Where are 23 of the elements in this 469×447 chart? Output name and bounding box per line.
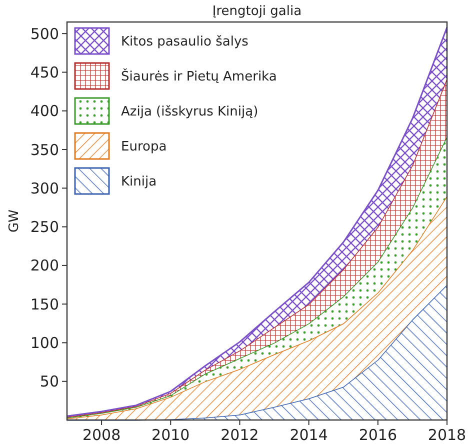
legend-label: Europa [121,140,167,155]
x-tick-label: 2018 [428,426,466,444]
x-tick-label: 2012 [220,426,259,444]
y-tick-label: 100 [30,334,59,352]
y-tick-label: 250 [30,218,59,236]
y-tick-label: 500 [30,24,59,43]
y-tick-label: 150 [30,295,59,314]
x-tick-label: 2010 [152,426,190,444]
y-tick-label: 400 [30,102,59,120]
y-axis-title: GW [7,209,22,232]
y-tick-label: 50 [40,372,59,391]
x-tick-label: 2016 [358,426,398,444]
chart-title: Įrengtoji galia [212,4,302,19]
legend-label: Kitos pasaulio šalys [121,34,249,50]
y-tick-label: 350 [30,140,59,159]
y-tick-label: 300 [30,179,59,198]
legend-label: Kinija [121,174,157,190]
x-tick-label: 2014 [290,426,328,444]
x-tick-label: 2008 [82,426,121,444]
legend-label: Šiaurės ir Pietų Amerika [121,68,277,85]
y-tick-label: 200 [30,256,59,275]
y-tick-label: 450 [30,63,59,82]
legend-label: Azija (išskyrus Kiniją) [121,104,258,120]
